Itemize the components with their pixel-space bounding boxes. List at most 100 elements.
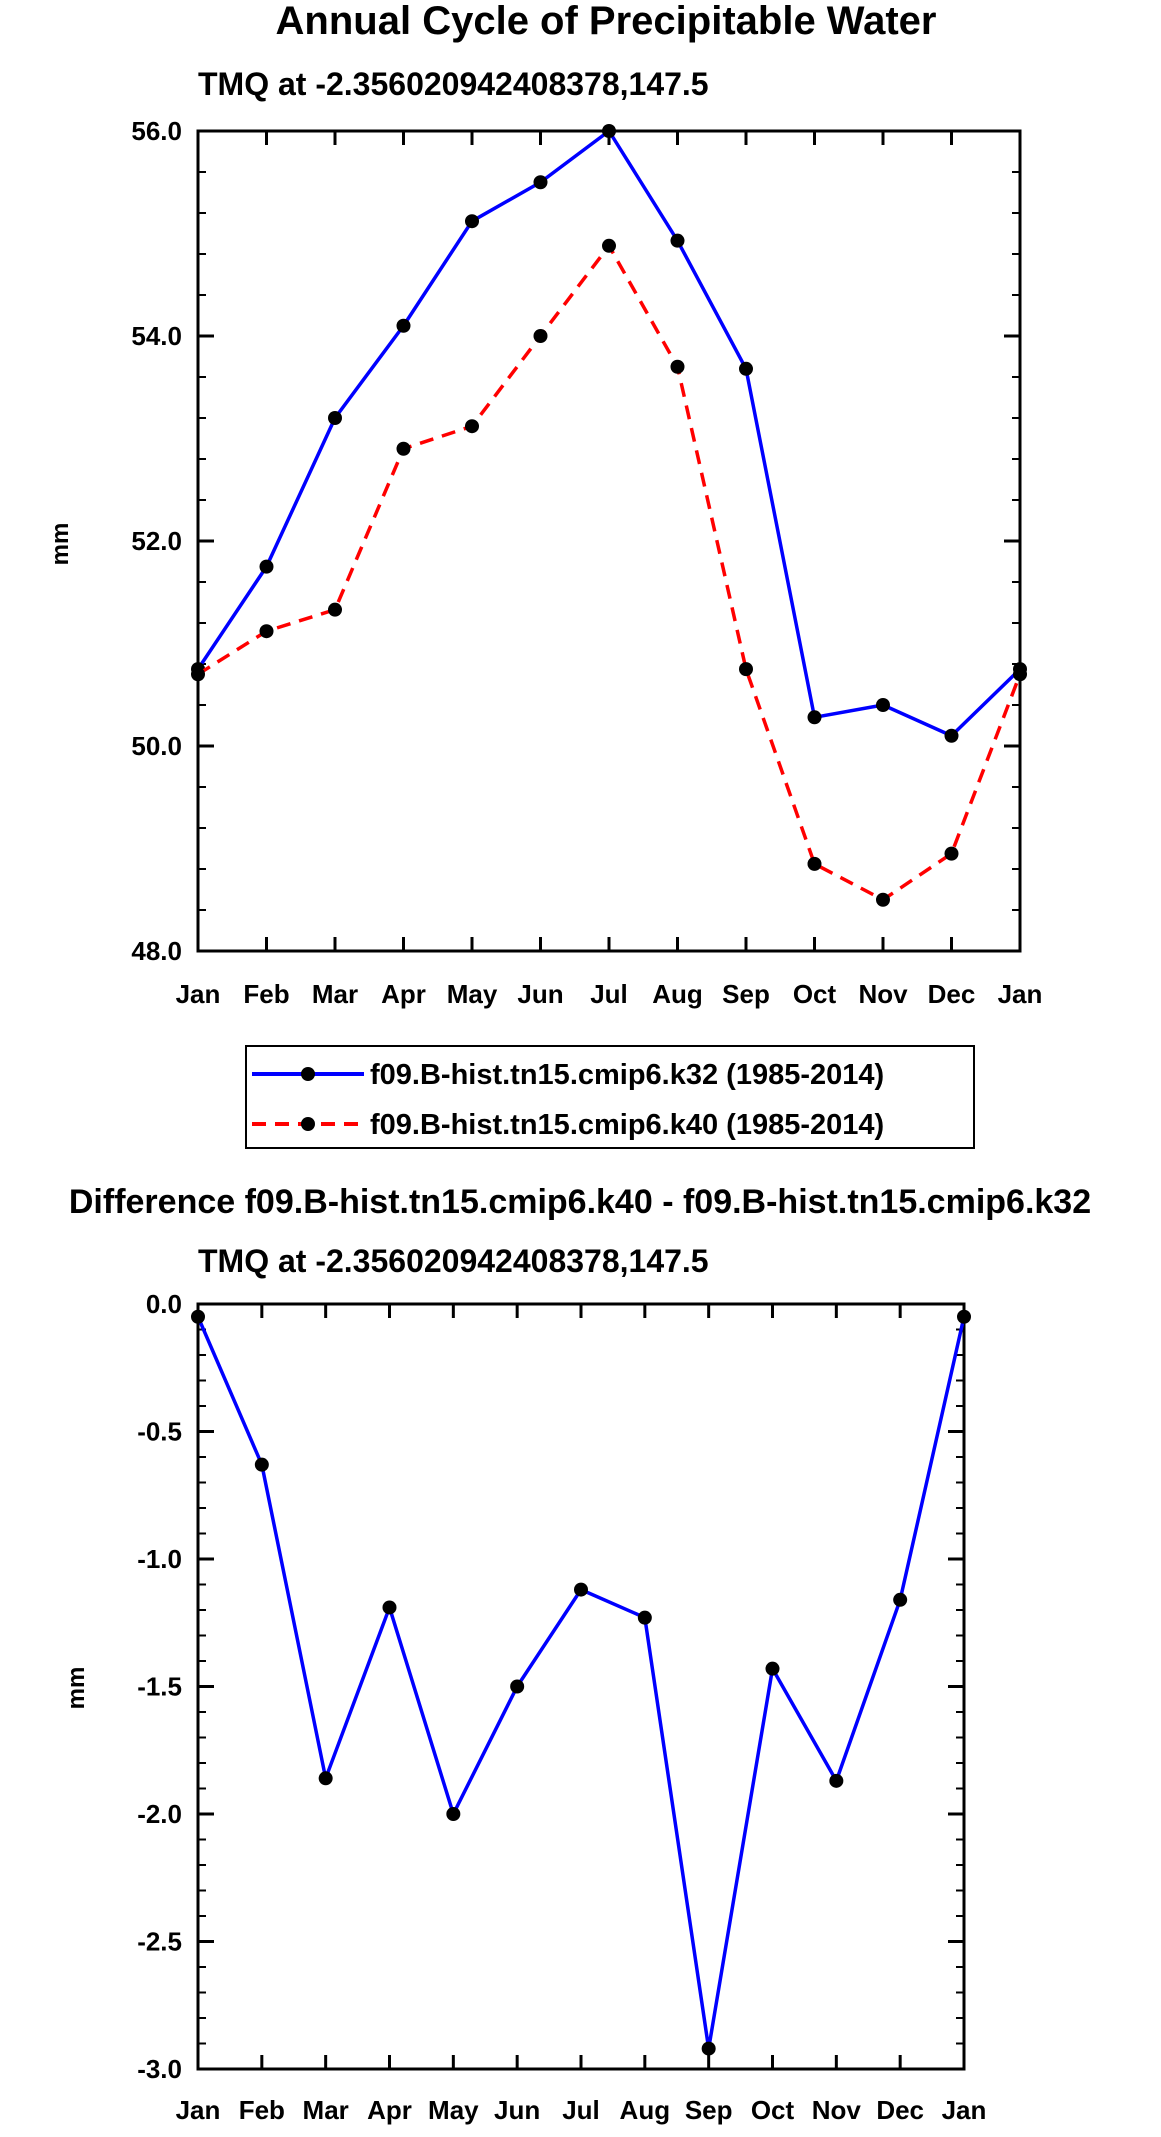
- x-tick-label: Apr: [367, 2095, 412, 2125]
- y-tick-label: 48.0: [131, 936, 182, 966]
- data-point: [944, 846, 959, 861]
- data-point: [876, 698, 890, 712]
- data-point: [465, 214, 479, 229]
- x-tick-label: Jan: [176, 2095, 221, 2125]
- data-point: [259, 559, 274, 574]
- legend-box: [245, 1045, 975, 1149]
- y-tick-labels-diff: -3.0 -2.5 -2.0 -1.5 -1.0 -0.5 0.0: [137, 1289, 182, 2084]
- series-line-1: [197, 244, 1022, 902]
- x-tick-labels-diff: Jan Feb Mar Apr May Jun Jul Aug Sep Oct Nov Dec Jan: [176, 2095, 987, 2125]
- x-tick-label: Dec: [876, 2095, 924, 2125]
- y-tick-label: 54.0: [131, 321, 182, 351]
- x-tick-label: Nov: [858, 979, 908, 1009]
- data-point: [602, 238, 616, 253]
- y-tick-label: 56.0: [131, 116, 182, 146]
- x-tick-label: Feb: [239, 2095, 285, 2125]
- y-tick-label: -1.5: [137, 1672, 182, 1702]
- data-point: [396, 441, 411, 456]
- difference-title: Difference f09.B-hist.tn15.cmip6.k40 - f…: [69, 1183, 1091, 1221]
- x-tick-label: Jan: [998, 979, 1043, 1009]
- data-point: [670, 233, 685, 248]
- legend: f09.B-hist.tn15.cmip6.k32 (1985-2014) f0…: [245, 1045, 975, 1149]
- data-point: [1013, 667, 1027, 682]
- x-tick-label: Aug: [620, 2095, 671, 2125]
- chart-title: Annual Cycle of Precipitable Water: [276, 0, 937, 43]
- y-tick-label: -3.0: [137, 2054, 182, 2084]
- x-tick-label: Aug: [652, 979, 703, 1009]
- tick-marks: [196, 129, 1022, 953]
- x-tick-label: Oct: [793, 979, 837, 1009]
- x-tick-label: May: [428, 2095, 479, 2125]
- x-tick-label: Jun: [517, 979, 563, 1009]
- data-point: [533, 329, 548, 343]
- difference-subtitle: TMQ at -2.356020942408378,147.5: [198, 1243, 709, 1279]
- legend-label-k32: f09.B-hist.tn15.cmip6.k32 (1985-2014): [370, 1059, 884, 1091]
- data-point: [807, 856, 822, 871]
- plot-frame-diff: [196, 1302, 966, 2071]
- y-tick-label: -2.0: [137, 1799, 182, 1829]
- data-point: [510, 1679, 525, 1694]
- series-line-0: [196, 1316, 966, 2051]
- data-point: [893, 1592, 908, 1607]
- data-point: [446, 1807, 461, 1821]
- difference-chart: Difference f09.B-hist.tn15.cmip6.k40 - f…: [63, 1183, 1091, 2125]
- data-point: [254, 1457, 269, 1472]
- y-tick-label: 0.0: [146, 1289, 182, 1319]
- data-point: [701, 2041, 716, 2056]
- y-tick-label: 52.0: [131, 526, 182, 556]
- tick-marks-diff: [196, 1302, 966, 2071]
- data-point: [637, 1610, 652, 1625]
- x-tick-label: Dec: [928, 979, 976, 1009]
- data-point: [944, 728, 959, 743]
- x-tick-label: May: [447, 979, 498, 1009]
- data-point: [739, 662, 753, 677]
- x-tick-label: Jan: [942, 2095, 987, 2125]
- x-tick-labels: Jan Feb Mar Apr May Jun Jul Aug Sep Oct Nov Dec Jan: [176, 979, 1043, 1009]
- x-tick-label: Nov: [812, 2095, 862, 2125]
- y-axis-label-diff: mm: [63, 1667, 90, 1710]
- y-tick-label: -1.0: [137, 1544, 182, 1574]
- data-point: [259, 624, 274, 639]
- x-tick-label: Feb: [243, 979, 289, 1009]
- data-point: [396, 318, 411, 333]
- x-tick-label: Jul: [562, 2095, 600, 2125]
- data-point: [318, 1771, 333, 1786]
- legend-marker-k32: [301, 1067, 315, 1081]
- chart-subtitle: TMQ at -2.356020942408378,147.5: [198, 66, 709, 102]
- x-tick-label: Mar: [312, 979, 358, 1009]
- series-lines-diff: [191, 1309, 971, 2056]
- data-point: [765, 1661, 780, 1676]
- x-tick-label: Apr: [381, 979, 426, 1009]
- x-tick-label: Sep: [722, 979, 770, 1009]
- x-tick-label: Jul: [590, 979, 628, 1009]
- data-point: [670, 359, 685, 374]
- x-tick-label: Sep: [685, 2095, 733, 2125]
- legend-label-k40: f09.B-hist.tn15.cmip6.k40 (1985-2014): [370, 1109, 884, 1141]
- data-point: [465, 419, 479, 434]
- data-point: [957, 1309, 971, 1324]
- x-tick-label: Jan: [176, 979, 221, 1009]
- x-tick-label: Jun: [494, 2095, 540, 2125]
- data-point: [191, 667, 205, 682]
- y-axis-label: mm: [47, 523, 74, 566]
- data-point: [602, 124, 616, 138]
- annual-cycle-chart: Annual Cycle of Precipitable Water TMQ a…: [47, 0, 1043, 1149]
- data-point: [533, 175, 548, 190]
- legend-marker-k40: [301, 1117, 315, 1131]
- data-point: [829, 1773, 844, 1788]
- data-point: [574, 1582, 588, 1597]
- y-tick-label: 50.0: [131, 731, 182, 761]
- x-tick-label: Mar: [303, 2095, 349, 2125]
- data-point: [876, 892, 890, 907]
- series-line-0: [196, 129, 1022, 738]
- plot-frame: [196, 129, 1022, 953]
- data-point: [382, 1600, 397, 1615]
- data-point: [191, 1309, 205, 1324]
- x-tick-label: Oct: [751, 2095, 795, 2125]
- data-point: [328, 602, 342, 617]
- y-tick-label: -0.5: [137, 1417, 182, 1447]
- series-lines: [191, 124, 1027, 907]
- data-point: [807, 710, 822, 725]
- y-tick-label: -2.5: [137, 1927, 182, 1957]
